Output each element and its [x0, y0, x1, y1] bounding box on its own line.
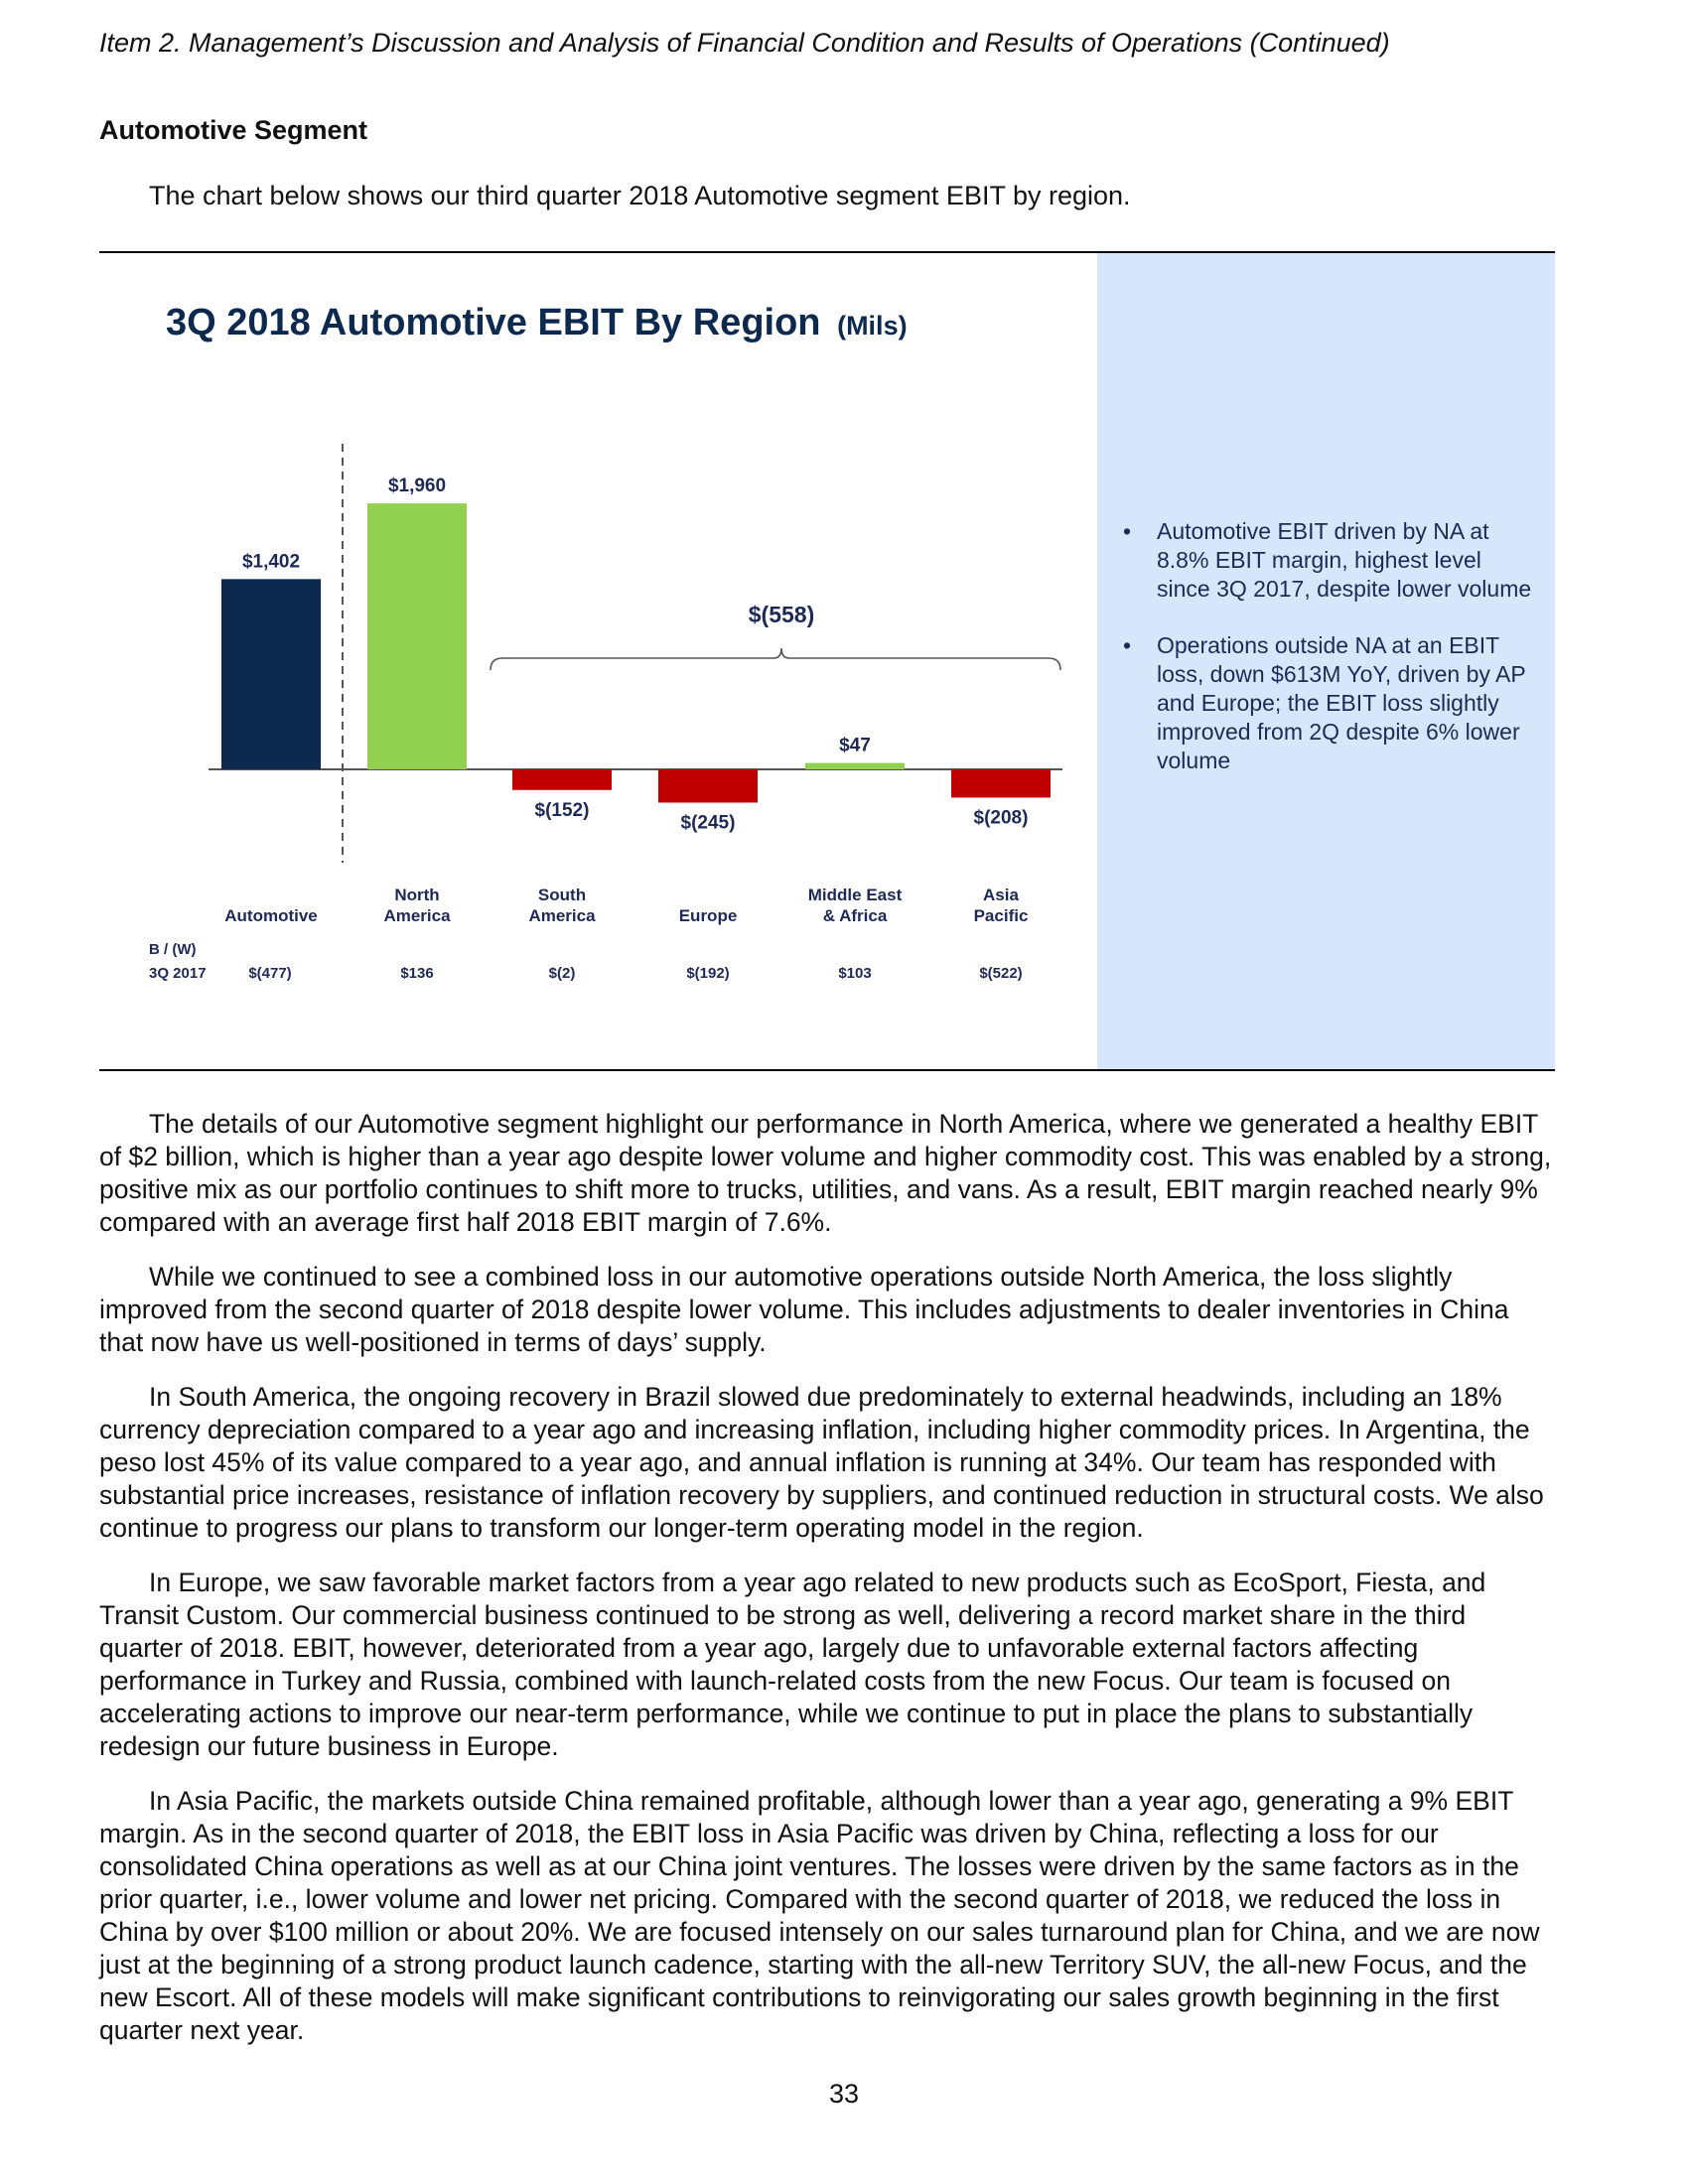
- category-label: Middle East: [808, 886, 903, 904]
- category-label: Automotive: [224, 906, 318, 925]
- comparison-value: $(477): [248, 965, 291, 982]
- comparison-value: $136: [400, 965, 433, 982]
- bracket: [490, 647, 1061, 671]
- page-header: Item 2. Management’s Discussion and Anal…: [99, 28, 1390, 58]
- value-label: $47: [839, 736, 871, 756]
- chart-title-unit: (Mils): [837, 311, 908, 341]
- body-text: The details of our Automotive segment hi…: [99, 1108, 1555, 2069]
- value-label: $(245): [681, 812, 736, 833]
- chart-title: 3Q 2018 Automotive EBIT By Region: [166, 302, 821, 343]
- commentary-bullet-1: Automotive EBIT driven by NA at 8.8% EBI…: [1117, 517, 1534, 604]
- comparison-label: 3Q 2017: [149, 965, 207, 982]
- page-number: 33: [828, 2079, 860, 2109]
- category-label: Europe: [679, 906, 738, 925]
- paragraph-asia-pacific: In Asia Pacific, the markets outside Chi…: [99, 1786, 1540, 2045]
- category-label: North: [394, 886, 439, 904]
- commentary-bullet-2: Operations outside NA at an EBIT loss, d…: [1117, 631, 1534, 775]
- comparison-value: $(522): [979, 965, 1022, 982]
- category-label: America: [383, 906, 451, 925]
- chart-plot-area: $1,402 $1,960 $(152) $(245) $47 $(208) $(558) A…: [149, 444, 1062, 982]
- category-label: America: [528, 906, 596, 925]
- chart-title-group: 3Q 2018 Automotive EBIT By Region (Mils): [166, 302, 908, 343]
- ebit-figure: 3Q 2018 Automotive EBIT By Region (Mils)…: [99, 253, 1555, 1069]
- bar-automotive: [221, 579, 321, 769]
- commentary-bullets: Automotive EBIT driven by NA at 8.8% EBI…: [1117, 517, 1534, 803]
- category-label: South: [538, 886, 586, 904]
- section-title: Automotive Segment: [99, 115, 368, 145]
- category-label: & Africa: [823, 906, 888, 925]
- bar-europe: [658, 769, 758, 803]
- ebit-chart: 3Q 2018 Automotive EBIT By Region (Mils)…: [149, 302, 1062, 982]
- bar-north-america: [367, 503, 467, 769]
- figure-top-rule: [99, 251, 1555, 253]
- bar-asia-pacific: [951, 769, 1051, 798]
- paragraph-europe: In Europe, we saw favorable market facto…: [99, 1568, 1486, 1761]
- figure-bottom-rule: [99, 1069, 1555, 1071]
- bar-middle-east-africa: [805, 762, 905, 769]
- category-label: Asia: [983, 886, 1019, 904]
- comparison-label: B / (W): [149, 941, 196, 958]
- value-label: $(152): [535, 800, 590, 821]
- value-label: $1,960: [388, 476, 446, 496]
- paragraph-outside-na: While we continued to see a combined los…: [99, 1262, 1509, 1357]
- comparison-value: $103: [838, 965, 871, 982]
- bar-south-america: [512, 769, 612, 790]
- category-label: Pacific: [974, 906, 1029, 925]
- paragraph-north-america: The details of our Automotive segment hi…: [99, 1109, 1552, 1237]
- comparison-value: $(2): [549, 965, 576, 982]
- bracket-label: $(558): [749, 602, 814, 627]
- paragraph-south-america: In South America, the ongoing recovery i…: [99, 1382, 1544, 1543]
- value-label: $(208): [974, 807, 1029, 828]
- comparison-value: $(192): [686, 965, 729, 982]
- value-label: $1,402: [242, 551, 300, 572]
- intro-text: The chart below shows our third quarter …: [149, 181, 1131, 210]
